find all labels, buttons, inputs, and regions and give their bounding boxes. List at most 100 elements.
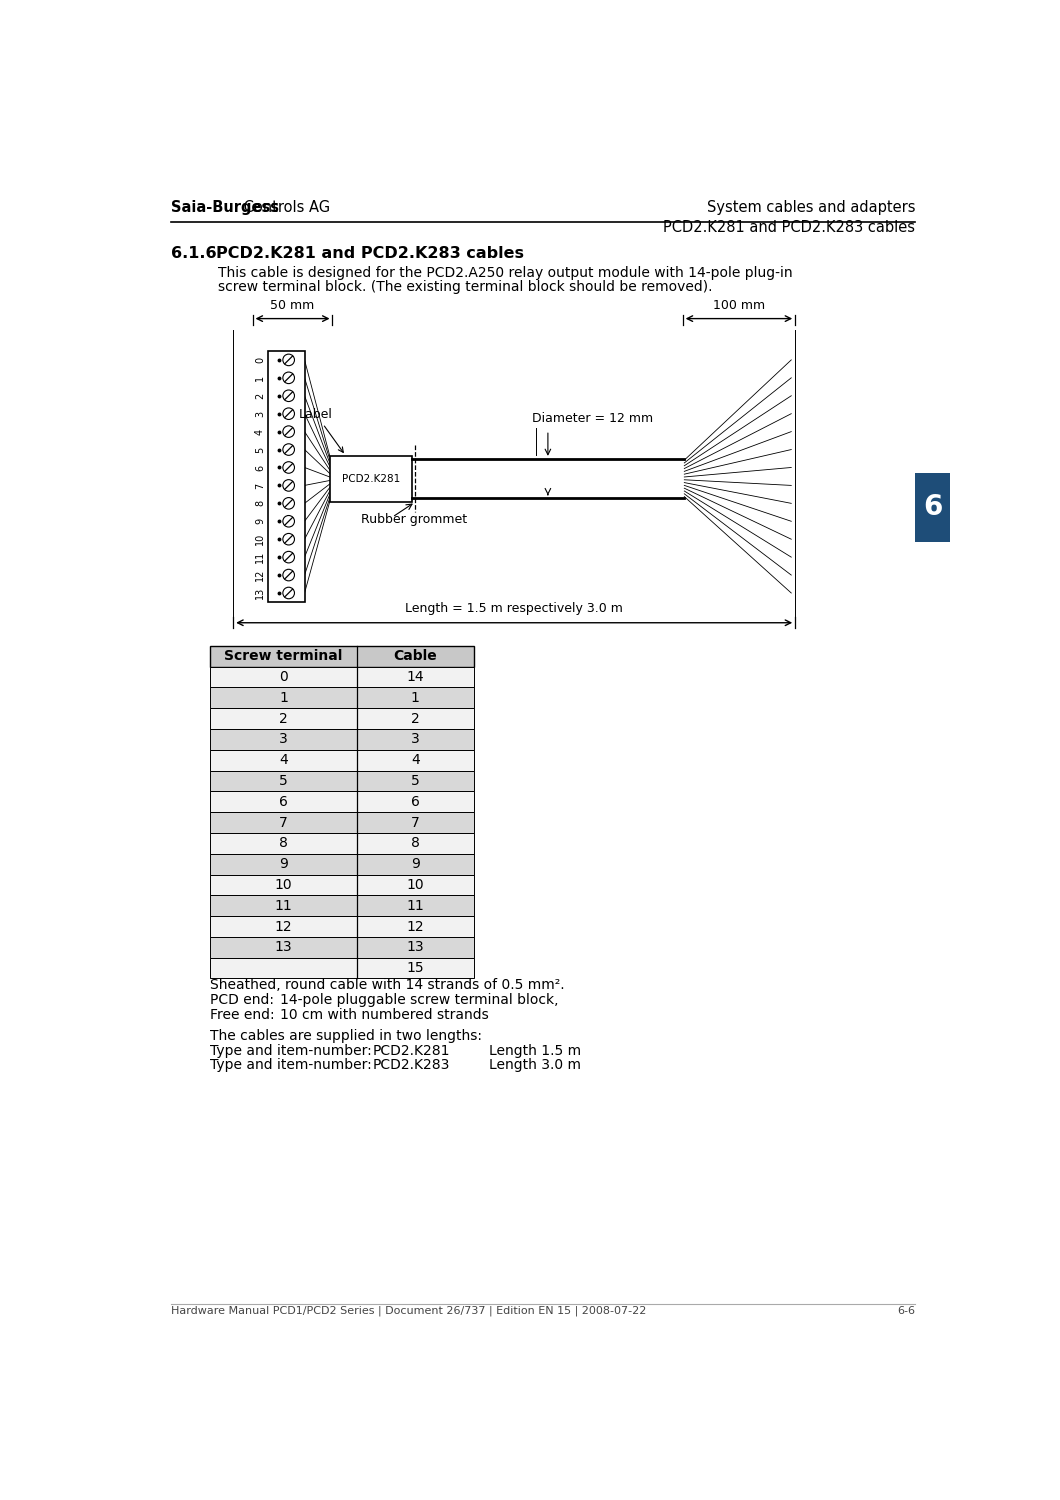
Text: 10: 10 bbox=[255, 532, 265, 546]
Circle shape bbox=[283, 570, 295, 580]
Text: 9: 9 bbox=[255, 518, 265, 525]
Text: Screw terminal: Screw terminal bbox=[225, 650, 342, 663]
Text: Type and item-number:: Type and item-number: bbox=[210, 1044, 372, 1058]
Text: 7: 7 bbox=[411, 816, 420, 830]
Circle shape bbox=[283, 480, 295, 490]
Text: System cables and adapters: System cables and adapters bbox=[707, 201, 915, 216]
Bar bbox=[268, 351, 304, 602]
Text: 4: 4 bbox=[411, 753, 420, 766]
Text: PCD2.K281 and PCD2.K283 cables: PCD2.K281 and PCD2.K283 cables bbox=[664, 220, 915, 236]
Text: 13: 13 bbox=[407, 940, 424, 954]
Text: 2: 2 bbox=[279, 711, 288, 726]
Bar bbox=[210, 874, 474, 896]
Text: 2: 2 bbox=[411, 711, 420, 726]
Text: 3: 3 bbox=[411, 732, 420, 747]
Text: 1: 1 bbox=[255, 375, 265, 381]
Circle shape bbox=[283, 498, 295, 508]
Text: 2: 2 bbox=[255, 393, 265, 399]
Text: 14: 14 bbox=[407, 670, 424, 684]
Bar bbox=[210, 957, 474, 978]
Bar bbox=[330, 456, 411, 503]
Text: Label: Label bbox=[299, 408, 343, 453]
Text: 1: 1 bbox=[279, 692, 288, 705]
Bar bbox=[210, 750, 474, 771]
Bar bbox=[210, 833, 474, 854]
Bar bbox=[210, 646, 474, 666]
Text: Controls AG: Controls AG bbox=[240, 201, 331, 216]
Text: 100 mm: 100 mm bbox=[713, 300, 765, 312]
Text: 4: 4 bbox=[279, 753, 288, 766]
Text: 14-pole pluggable screw terminal block,: 14-pole pluggable screw terminal block, bbox=[280, 993, 559, 1006]
Text: 5: 5 bbox=[255, 447, 265, 453]
Text: PCD2.K281: PCD2.K281 bbox=[373, 1044, 450, 1058]
Text: 0: 0 bbox=[255, 357, 265, 363]
Bar bbox=[210, 896, 474, 916]
Text: PCD end:: PCD end: bbox=[210, 993, 273, 1006]
Bar bbox=[210, 729, 474, 750]
Text: 3: 3 bbox=[279, 732, 288, 747]
Text: Length = 1.5 m respectively 3.0 m: Length = 1.5 m respectively 3.0 m bbox=[405, 602, 623, 615]
Text: 10: 10 bbox=[275, 878, 293, 892]
Text: 1: 1 bbox=[411, 692, 420, 705]
Text: Sheathed, round cable with 14 strands of 0.5 mm².: Sheathed, round cable with 14 strands of… bbox=[210, 978, 565, 993]
Text: Hardware Manual PCD1/PCD2 Series | Document 26/737 | Edition EN 15 | 2008-07-22: Hardware Manual PCD1/PCD2 Series | Docum… bbox=[172, 1305, 647, 1316]
Text: Rubber grommet: Rubber grommet bbox=[361, 513, 467, 526]
Circle shape bbox=[283, 372, 295, 384]
Circle shape bbox=[283, 444, 295, 456]
Text: Cable: Cable bbox=[393, 650, 437, 663]
Text: 13: 13 bbox=[275, 940, 293, 954]
Bar bbox=[210, 812, 474, 832]
Text: PCD2.K283: PCD2.K283 bbox=[373, 1059, 450, 1072]
Bar bbox=[915, 472, 950, 542]
Text: 6: 6 bbox=[279, 795, 288, 808]
Text: 10 cm with numbered strands: 10 cm with numbered strands bbox=[280, 1008, 489, 1022]
Text: 5: 5 bbox=[411, 774, 420, 788]
Text: 5: 5 bbox=[279, 774, 288, 788]
Text: 10: 10 bbox=[407, 878, 424, 892]
Text: 8: 8 bbox=[279, 837, 288, 850]
Text: 6.1.6: 6.1.6 bbox=[172, 246, 217, 261]
Circle shape bbox=[283, 390, 295, 402]
Text: Diameter = 12 mm: Diameter = 12 mm bbox=[532, 413, 654, 424]
Circle shape bbox=[283, 426, 295, 438]
Text: 4: 4 bbox=[255, 429, 265, 435]
Text: 7: 7 bbox=[255, 483, 265, 489]
Text: This cable is designed for the PCD2.A250 relay output module with 14-pole plug-i: This cable is designed for the PCD2.A250… bbox=[217, 266, 793, 280]
Text: 8: 8 bbox=[411, 837, 420, 850]
Bar bbox=[210, 708, 474, 729]
Text: 11: 11 bbox=[255, 550, 265, 564]
Text: 7: 7 bbox=[279, 816, 288, 830]
Text: 8: 8 bbox=[255, 501, 265, 507]
Text: Length 3.0 m: Length 3.0 m bbox=[489, 1059, 581, 1072]
Text: Type and item-number:: Type and item-number: bbox=[210, 1059, 372, 1072]
Circle shape bbox=[283, 586, 295, 598]
Text: 50 mm: 50 mm bbox=[270, 300, 315, 312]
Bar bbox=[210, 687, 474, 708]
Text: 12: 12 bbox=[275, 920, 293, 933]
Text: 6: 6 bbox=[923, 494, 942, 522]
Circle shape bbox=[283, 552, 295, 562]
Text: screw terminal block. (The existing terminal block should be removed).: screw terminal block. (The existing term… bbox=[217, 280, 712, 294]
Text: Length 1.5 m: Length 1.5 m bbox=[489, 1044, 581, 1058]
Bar bbox=[210, 771, 474, 792]
Bar bbox=[210, 938, 474, 957]
Text: 0: 0 bbox=[279, 670, 288, 684]
Text: PCD2.K281: PCD2.K281 bbox=[341, 474, 400, 484]
Text: Free end:: Free end: bbox=[210, 1008, 275, 1022]
Circle shape bbox=[283, 408, 295, 420]
Text: The cables are supplied in two lengths:: The cables are supplied in two lengths: bbox=[210, 1029, 482, 1042]
Text: 6-6: 6-6 bbox=[897, 1305, 915, 1316]
Text: 6: 6 bbox=[411, 795, 420, 808]
Bar bbox=[210, 916, 474, 938]
Bar bbox=[210, 792, 474, 812]
Text: 3: 3 bbox=[255, 411, 265, 417]
Circle shape bbox=[283, 534, 295, 544]
Text: Saia-Burgess: Saia-Burgess bbox=[172, 201, 279, 216]
Text: 13: 13 bbox=[255, 586, 265, 598]
Circle shape bbox=[283, 516, 295, 526]
Circle shape bbox=[283, 354, 295, 366]
Circle shape bbox=[283, 462, 295, 474]
Text: 15: 15 bbox=[407, 962, 424, 975]
Text: 6: 6 bbox=[255, 465, 265, 471]
Text: 11: 11 bbox=[406, 898, 424, 912]
